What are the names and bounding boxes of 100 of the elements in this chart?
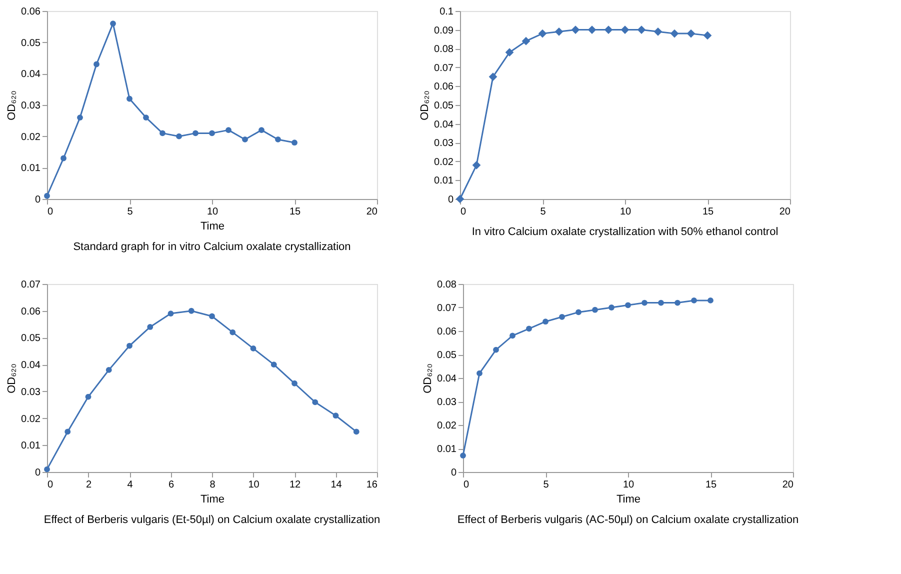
x-tick-label: 0 [48,480,54,490]
point [642,300,648,306]
point [77,114,83,120]
point [85,394,92,400]
point [571,26,580,34]
x-tick-label: 0 [48,206,54,218]
point [188,308,194,314]
y-tick-label: 0.07 [21,280,41,290]
point [674,300,680,306]
y-tick-label: 0.05 [21,38,41,49]
x-tick-label: 10 [206,206,218,218]
point [620,26,630,34]
point [209,130,215,136]
point [637,26,646,34]
point [126,96,132,102]
y-tick-label: 0.02 [434,156,454,168]
x-tick-label: 5 [543,480,550,490]
point [588,26,596,34]
point [353,428,360,435]
y-tick-label: 0.05 [21,333,41,344]
y-axis-title: OD₆₂₀ [422,364,434,394]
point [526,326,532,332]
y-tick-label: 0.05 [437,350,457,361]
x-axis-title: Time [616,494,641,506]
y-tick-label: 0.05 [434,100,454,112]
point [708,298,714,304]
point [147,324,154,330]
y-tick-label: 0.02 [21,132,41,143]
x-tick-label: 0 [460,206,466,218]
point [670,29,679,38]
text: Effect of Berberis vulgaris (Et-50µl) on Calcium oxalate crystallization [44,514,380,526]
x-axis-title: Time [200,494,225,506]
y-tick-label: 0.03 [21,386,41,398]
x-tick-label: 20 [782,480,794,490]
text: Standard graph for in vitro Calcium oxalate crystallization [73,241,351,253]
y-tick-label: 0.04 [21,360,41,372]
y-tick-label: 0.08 [437,280,457,290]
x-tick-label: 14 [330,480,342,490]
point [226,127,232,134]
point [658,300,664,306]
point [292,380,298,386]
point [625,302,631,308]
point [703,31,712,40]
text: Effect of Berberis vulgaris (AC-50µl) on Calcium oxalate crystallization [457,514,799,526]
point [258,127,264,134]
point [608,304,614,310]
point [488,72,498,81]
point [542,318,548,325]
text: In vitro Calcium oxalate crystallization with 50% ethanol control [472,226,778,238]
point [160,130,166,136]
point [538,29,547,38]
point [270,362,277,368]
point [176,133,182,140]
y-tick-label: 0.03 [437,397,457,408]
y-tick-label: 0.06 [21,306,41,318]
x-tick-label: 5 [540,206,546,218]
point [110,20,116,26]
y-tick-label: 0.03 [21,100,41,112]
point [126,342,132,349]
point [275,136,281,142]
point [691,298,697,304]
x-tick-label: 12 [289,480,301,490]
y-tick-label: 0.1 [440,6,454,18]
y-tick-label: 0 [450,468,457,478]
point [168,310,174,316]
y-tick-label: 0.04 [434,119,454,130]
y-tick-label: 0.01 [434,176,454,187]
point [192,130,198,136]
point [554,27,564,36]
point [493,346,499,353]
x-axis-title: Time [200,220,225,232]
y-tick-label: 0.04 [437,374,457,384]
y-tick-label: 0.08 [434,44,454,56]
x-tick-label: 10 [248,480,260,490]
y-tick-label: 0.02 [21,414,41,425]
point [510,332,516,339]
x-tick-label: 20 [779,206,791,218]
y-tick-label: 0.01 [437,444,457,455]
point [604,26,613,34]
x-tick-label: 16 [366,480,378,490]
y-tick-label: 0.02 [437,420,457,432]
y-axis-title: OD₆₂₀ [6,90,18,120]
x-tick-label: 10 [622,480,634,490]
point [576,309,582,316]
point [332,412,339,419]
point [312,399,318,406]
point [209,313,215,320]
point [460,452,466,458]
point [64,428,71,435]
point [592,306,598,313]
point [94,61,100,68]
point [654,27,662,36]
x-tick-label: 0 [464,480,470,490]
y-tick-label: 0.01 [21,163,41,174]
y-tick-label: 0 [34,468,41,478]
point [505,48,514,57]
point [472,160,481,170]
y-tick-label: 0 [448,194,454,206]
x-tick-label: 8 [210,480,216,490]
y-tick-label: 0.03 [434,138,454,150]
